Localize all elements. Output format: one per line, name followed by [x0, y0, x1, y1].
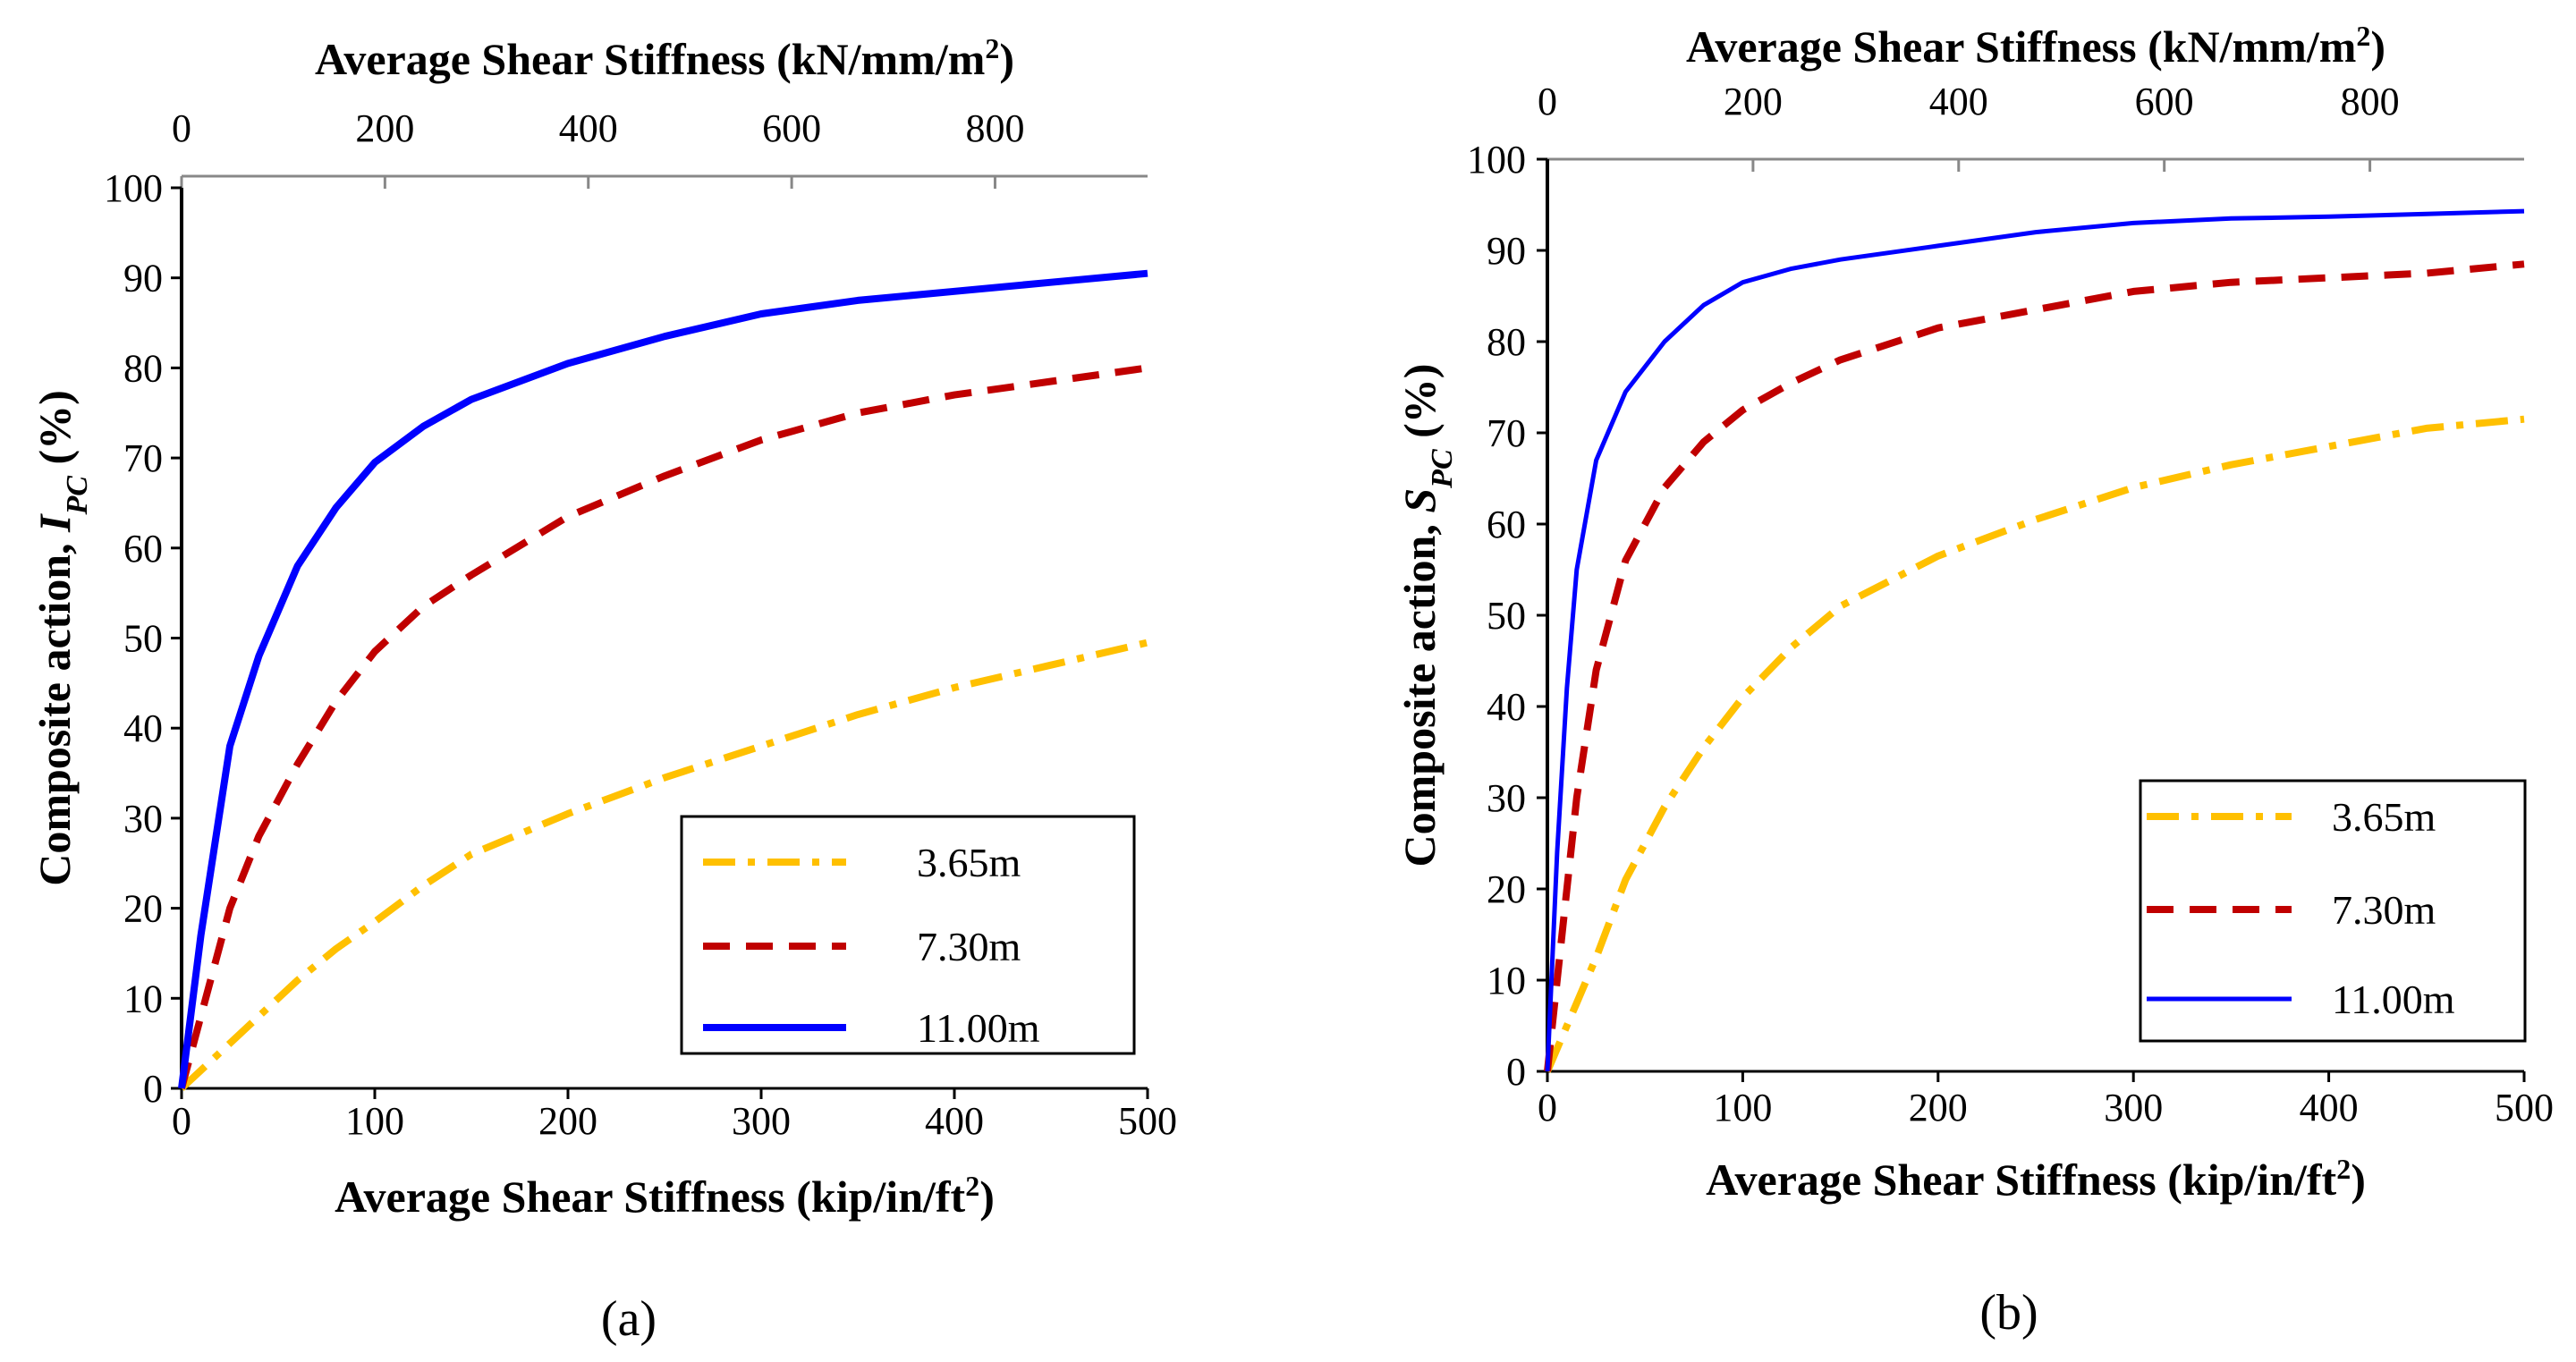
panel-label: (b): [1979, 1285, 2038, 1341]
x-axis-tick-label: 300: [732, 1099, 791, 1143]
legend-label: 11.00m: [2332, 977, 2455, 1022]
legend-box: [680, 815, 1136, 1055]
legend-label: 11.00m: [917, 1005, 1040, 1051]
legend-label: 7.30m: [917, 924, 1021, 969]
x-axis-tick-label: 500: [1118, 1099, 1177, 1143]
y-axis-tick-label: 30: [1487, 776, 1526, 820]
x-axis-tick-label: 200: [1909, 1086, 1968, 1129]
y-axis-tick-label: 60: [123, 527, 163, 571]
x-axis-title: Average Shear Stiffness (kip/in/ft2): [335, 1170, 995, 1222]
legend-label: 7.30m: [2332, 887, 2436, 933]
series-line-3-65m: [1544, 415, 2525, 1073]
x-axis-tick-label: 100: [345, 1099, 404, 1143]
top-axis-tick-label: 400: [1929, 80, 1988, 123]
top-axis-tick-label: 600: [762, 106, 821, 150]
series-line-11-00m: [1545, 208, 2525, 1072]
legend: 3.65m 7.30m 11.00m: [2139, 779, 2527, 1043]
top-axis-title: Average Shear Stiffness (kN/mm/m2): [315, 32, 1014, 84]
top-axis-tick-label: 200: [355, 106, 414, 150]
top-axis-tick-label: 0: [172, 106, 191, 150]
y-axis-tick-label: 20: [1487, 867, 1526, 911]
series-line-3-65m: [179, 639, 1148, 1091]
y-axis-tick-label: 90: [123, 257, 163, 300]
top-axis-tick-label: 600: [2135, 80, 2194, 123]
x-axis-title: Average Shear Stiffness (kip/in/ft2): [1706, 1153, 2366, 1205]
top-axis-tick-label: 800: [965, 106, 1024, 150]
y-axis-title: Composite action, IPC (%): [30, 390, 94, 886]
y-axis-tick-label: 90: [1487, 229, 1526, 273]
x-axis-tick-label: 100: [1713, 1086, 1772, 1129]
x-axis-tick-label: 300: [2104, 1086, 2163, 1129]
y-axis-tick-label: 50: [123, 617, 163, 661]
x-axis-tick-label: 400: [925, 1099, 984, 1143]
series-line-7-30m: [178, 364, 1148, 1090]
legend: 3.65m 7.30m 11.00m: [680, 815, 1136, 1055]
top-axis-tick-label: 800: [2341, 80, 2400, 123]
y-axis-tick-label: 70: [123, 436, 163, 480]
y-axis-tick-label: 100: [1467, 138, 1526, 182]
top-axis-tick-label: 400: [559, 106, 618, 150]
y-axis-tick-label: 0: [1506, 1050, 1526, 1094]
y-axis-tick-label: 60: [1487, 503, 1526, 546]
x-axis-tick-label: 400: [2300, 1086, 2359, 1129]
top-axis-tick-label: 0: [1538, 80, 1557, 123]
y-axis-tick-label: 30: [123, 797, 163, 841]
y-axis-title: Composite action, SPC (%): [1394, 364, 1459, 867]
x-axis-tick-label: 500: [2495, 1086, 2554, 1129]
x-axis-tick-label: 0: [172, 1099, 191, 1143]
y-axis-tick-label: 100: [104, 166, 163, 210]
y-axis-tick-label: 50: [1487, 594, 1526, 638]
y-axis-tick-label: 80: [1487, 320, 1526, 364]
y-axis-tick-label: 80: [123, 346, 163, 390]
top-axis-tick-label: 200: [1724, 80, 1783, 123]
y-axis-tick-label: 70: [1487, 411, 1526, 455]
series-line-11-00m: [178, 269, 1148, 1089]
top-axis-title: Average Shear Stiffness (kN/mm/m2): [1686, 20, 2385, 72]
y-axis-tick-label: 40: [123, 706, 163, 750]
y-axis-tick-label: 10: [1487, 959, 1526, 1002]
y-axis-tick-label: 10: [123, 977, 163, 1020]
legend-label: 3.65m: [917, 840, 1021, 885]
y-axis-tick-label: 20: [123, 887, 163, 931]
panel-label: (a): [601, 1291, 657, 1347]
x-axis-tick-label: 0: [1538, 1086, 1557, 1129]
series-line-7-30m: [1544, 260, 2525, 1072]
x-axis-tick-label: 200: [538, 1099, 597, 1143]
legend-label: 3.65m: [2332, 794, 2436, 840]
y-axis-tick-label: 0: [143, 1067, 163, 1111]
y-axis-tick-label: 40: [1487, 685, 1526, 729]
